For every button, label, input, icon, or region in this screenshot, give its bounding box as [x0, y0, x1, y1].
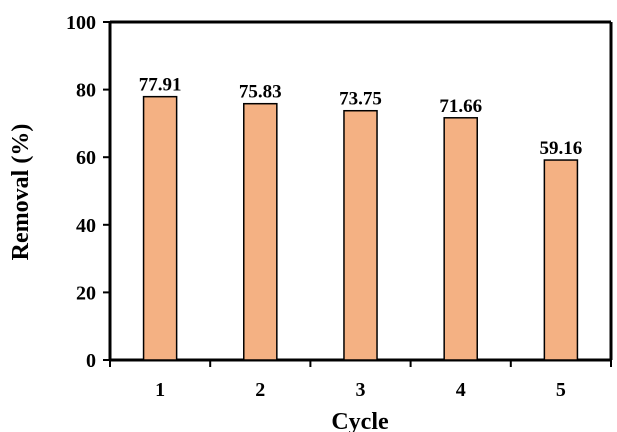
data-label: 75.83	[239, 82, 282, 103]
y-axis-title: Removal (%)	[8, 124, 34, 261]
x-tick-label: 2	[255, 379, 265, 401]
bar	[443, 117, 478, 361]
data-labels-group: 77.91 75.83 73.75 71.66 59.16	[139, 75, 583, 159]
y-axis-ticks: 0 20 40 60 80 100	[66, 12, 110, 372]
y-tick-label: 20	[76, 282, 96, 304]
data-label: 59.16	[540, 138, 583, 159]
data-label: 71.66	[439, 96, 482, 117]
bar	[543, 159, 579, 361]
data-label: 73.75	[339, 89, 382, 110]
y-tick-label: 60	[76, 147, 96, 169]
y-tick-label: 40	[76, 215, 96, 237]
y-tick-label: 80	[76, 80, 96, 102]
x-tick-label: 3	[356, 379, 366, 401]
x-axis-title: Cycle	[331, 409, 389, 432]
bars-group	[142, 95, 579, 361]
x-tick-label: 1	[155, 379, 165, 401]
y-tick-label: 0	[86, 350, 96, 372]
bar	[243, 102, 278, 361]
bar	[142, 95, 178, 361]
y-tick-label: 100	[66, 12, 96, 34]
x-tick-label: 4	[456, 379, 466, 401]
bar	[343, 109, 378, 361]
x-tick-label: 5	[556, 379, 566, 401]
x-axis-ticks: 1 2 3 4 5	[109, 360, 612, 401]
data-label: 77.91	[139, 75, 182, 96]
